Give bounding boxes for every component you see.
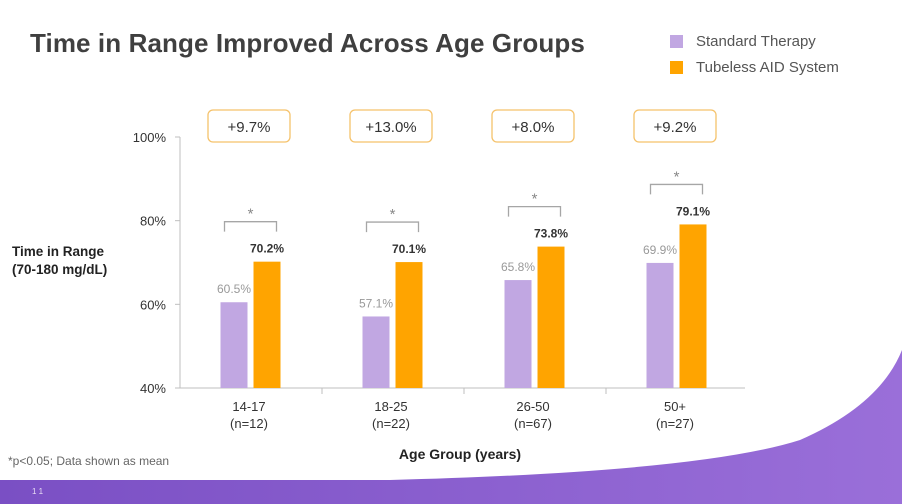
x-tick-sublabel: (n=12) xyxy=(230,416,268,431)
x-tick-label: 18-25 xyxy=(374,399,407,414)
data-label-standard-therapy: 65.8% xyxy=(501,260,535,274)
bar-tubeless-aid xyxy=(537,246,565,388)
significance-marker: * xyxy=(674,168,680,185)
significance-bracket xyxy=(649,183,704,195)
x-tick-label: 14-17 xyxy=(232,399,265,414)
x-tick-sublabel: (n=27) xyxy=(656,416,694,431)
y-tick-label: 100% xyxy=(133,130,167,145)
significance-bracket xyxy=(507,205,562,217)
legend-item-tubeless-aid: Tubeless AID System xyxy=(670,54,839,80)
data-label-tubeless-aid: 79.1% xyxy=(676,204,710,218)
significance-marker: * xyxy=(532,191,538,208)
y-tick-label: 80% xyxy=(140,214,166,229)
legend-swatch-standard-therapy xyxy=(670,34,683,48)
data-label-tubeless-aid: 73.8% xyxy=(534,227,568,241)
y-tick-label: 60% xyxy=(140,297,166,312)
legend-label-tubeless-aid: Tubeless AID System xyxy=(696,58,839,76)
difference-box xyxy=(633,109,717,143)
bar-standard-therapy xyxy=(646,262,674,388)
difference-label: +13.0% xyxy=(365,119,416,136)
difference-box xyxy=(491,109,575,143)
x-tick-sublabel: (n=67) xyxy=(514,416,552,431)
y-axis-title: Time in Range (70-180 mg/dL) xyxy=(12,243,152,279)
y-tick-label: 40% xyxy=(140,381,166,396)
bar-standard-therapy xyxy=(220,302,248,388)
legend: Standard Therapy Tubeless AID System xyxy=(670,28,839,80)
difference-label: +9.7% xyxy=(228,119,271,136)
footnote: *p<0.05; Data shown as mean xyxy=(8,454,170,468)
x-axis-title: Age Group (years) xyxy=(398,446,522,462)
y-axis-title-line2: (70-180 mg/dL) xyxy=(12,262,108,277)
legend-label-standard-therapy: Standard Therapy xyxy=(696,32,816,50)
x-tick-label: 50+ xyxy=(664,399,686,414)
data-label-standard-therapy: 69.9% xyxy=(643,243,677,257)
bar-standard-therapy xyxy=(504,280,532,388)
data-label-standard-therapy: 60.5% xyxy=(217,282,251,296)
y-axis-title-line1: Time in Range xyxy=(12,244,105,259)
difference-label: +8.0% xyxy=(512,119,555,136)
x-tick-label: 26-50 xyxy=(516,399,549,414)
data-label-standard-therapy: 57.1% xyxy=(359,296,393,310)
bar-standard-therapy xyxy=(362,316,390,388)
bar-tubeless-aid xyxy=(395,262,423,388)
x-tick-sublabel: (n=22) xyxy=(372,416,410,431)
difference-box xyxy=(207,109,291,143)
difference-box xyxy=(349,109,433,143)
data-label-tubeless-aid: 70.1% xyxy=(392,242,426,256)
significance-marker: * xyxy=(390,206,396,223)
legend-swatch-tubeless-aid xyxy=(670,60,683,74)
bar-tubeless-aid xyxy=(253,261,281,388)
bar-tubeless-aid xyxy=(679,224,707,388)
page-title: Time in Range Improved Across Age Groups xyxy=(30,28,585,58)
slide-number: 1 1 xyxy=(32,487,44,496)
legend-item-standard-therapy: Standard Therapy xyxy=(670,28,839,54)
significance-marker: * xyxy=(248,206,254,223)
significance-bracket xyxy=(365,221,420,233)
significance-bracket xyxy=(223,221,278,232)
difference-label: +9.2% xyxy=(654,119,697,136)
data-label-tubeless-aid: 70.2% xyxy=(250,242,284,256)
